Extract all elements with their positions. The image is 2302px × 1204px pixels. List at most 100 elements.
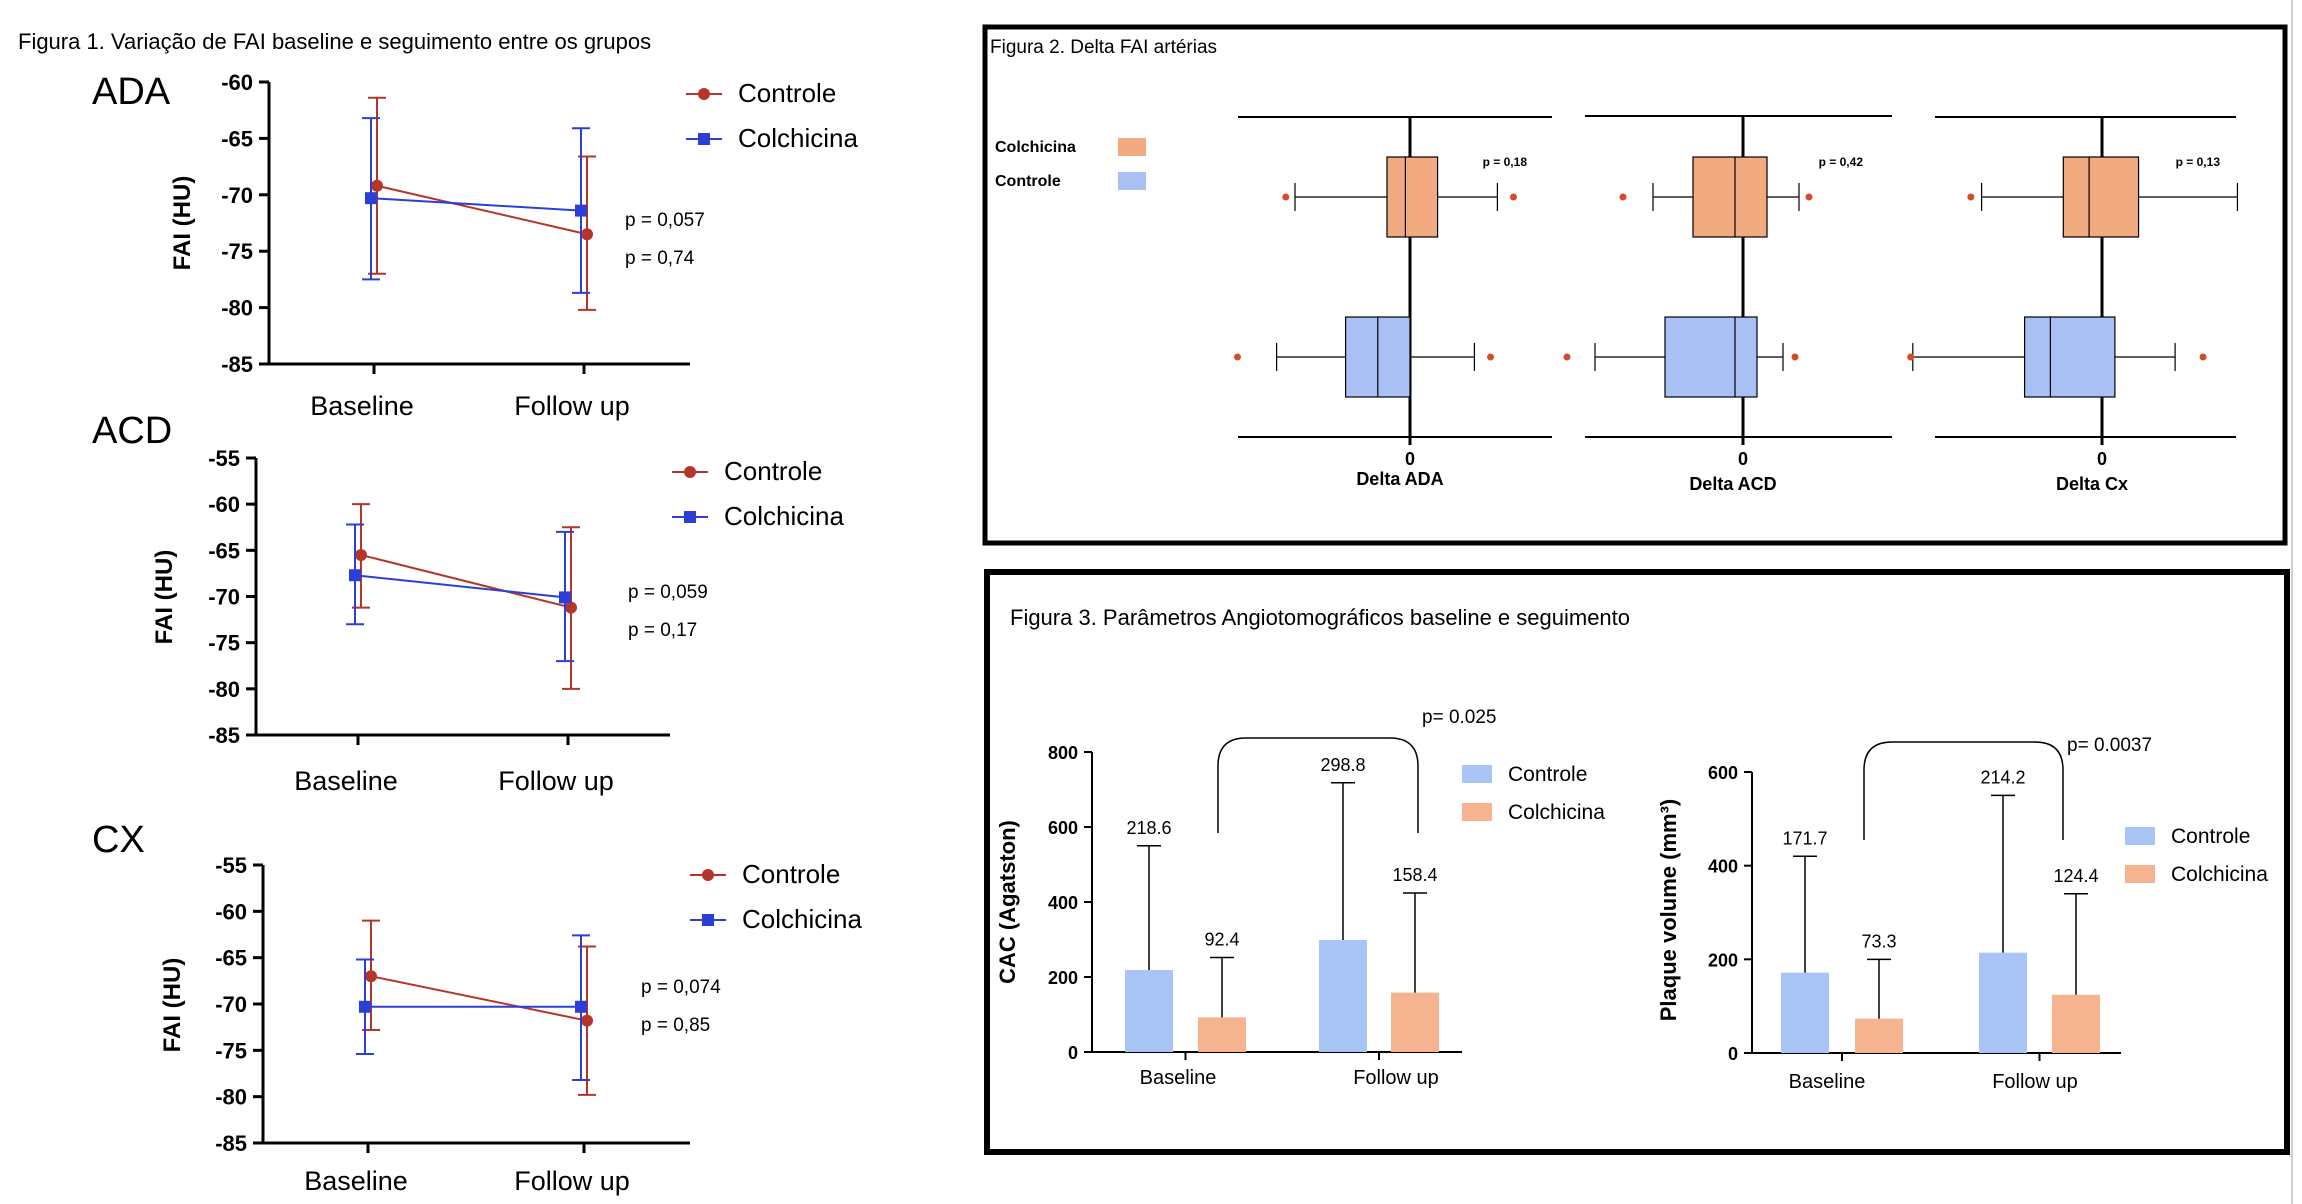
legend-colchicina-label: Colchicina — [995, 139, 1076, 156]
data-point-colchicina — [575, 1000, 587, 1013]
y-tick-label: -70 — [215, 992, 247, 1017]
bar-controle — [1319, 939, 1367, 1052]
outlier-point-controle — [1791, 353, 1799, 361]
x-tick-label: Follow up — [514, 1166, 630, 1196]
legend-colchicina: Colchicina — [995, 138, 1146, 156]
x-tick-label: Follow up — [498, 766, 614, 796]
y-tick-label: -85 — [215, 1131, 247, 1156]
y-tick-label: 200 — [1708, 950, 1738, 970]
zero-tick-label: 0 — [1738, 449, 1748, 469]
p-value-label: p = 0,074 — [641, 977, 721, 998]
legend-marker-colchicina — [698, 133, 710, 145]
legend-label-controle: Controle — [1508, 763, 1587, 786]
boxplot-delta-acd: 0 Delta ACD p = 0,42 — [1563, 115, 1892, 494]
y-tick-label: -80 — [221, 296, 253, 321]
data-point-colchicina — [575, 204, 587, 217]
barchart-cac: CAC (Agatston) 0 200 400 600 800 Baseline Follo… — [995, 707, 1605, 1089]
y-axis-label: CAC (Agatston) — [995, 820, 1020, 984]
x-tick-label: Baseline — [310, 391, 414, 421]
outlier-point-colchicina — [1510, 193, 1517, 201]
y-tick-label: -70 — [221, 183, 253, 208]
data-label: 218.6 — [1126, 818, 1171, 838]
outlier-point-colchicina — [1619, 193, 1627, 201]
figure3-frame — [984, 569, 2290, 1155]
data-point-colchicina — [559, 591, 571, 604]
legend-label-colchicina: Colchicina — [742, 904, 862, 934]
legend-swatch-colchicina — [2125, 865, 2155, 883]
panel-label-cx: CX — [92, 819, 145, 861]
legend-controle-swatch — [1118, 172, 1146, 190]
y-tick-label: -60 — [221, 70, 253, 95]
figure2-legend: Colchicina Controle — [995, 138, 1146, 190]
x-tick-label: Baseline — [1140, 1067, 1217, 1089]
y-tick-label: -65 — [215, 946, 247, 971]
legend-swatch-controle — [1462, 765, 1492, 783]
outlier-point-colchicina — [1282, 193, 1290, 201]
figure2-frame — [982, 24, 2288, 546]
p-value-label: p = 0,059 — [628, 582, 708, 603]
figure3-title: Figura 3. Parâmetros Angiotomográficos b… — [1010, 605, 1630, 630]
box-controle — [1664, 316, 1758, 398]
p-value-label: p = 0,17 — [628, 620, 697, 641]
figure2-title: Figura 2. Delta FAI artérias — [990, 37, 1217, 58]
box-colchicina — [1386, 156, 1439, 238]
zero-tick-label: 0 — [2097, 449, 2107, 469]
p-value-label: p = 0,057 — [625, 210, 705, 231]
p-value-label: p= 0.0037 — [2067, 735, 2152, 756]
p-value-label: p= 0.025 — [1422, 707, 1497, 728]
series-line-controle — [360, 553, 572, 609]
box-colchicina — [2062, 156, 2140, 238]
y-tick-label: 400 — [1048, 893, 1078, 913]
chart-acd: ACD FAI (HU) -55 -60 -65 -70 -75 -80 -85 Baseline… — [92, 410, 844, 796]
bar-colchicina — [1391, 992, 1439, 1052]
legend-marker-colchicina — [684, 511, 696, 523]
y-tick-label: -55 — [215, 853, 247, 878]
bar-controle — [1979, 952, 2027, 1053]
panel-label-acd: ACD — [92, 410, 172, 452]
data-point-controle — [355, 548, 367, 561]
legend-controle-label: Controle — [995, 173, 1061, 190]
panel-label-ada: ADA — [92, 71, 171, 113]
bar-controle — [1125, 970, 1173, 1052]
p-value-label: p = 0,85 — [641, 1015, 710, 1036]
legend-label-controle: Controle — [2171, 825, 2250, 848]
legend-marker-controle — [702, 869, 714, 881]
significance-bracket — [1863, 741, 2064, 840]
data-point-controle — [365, 970, 377, 983]
x-axis-label: Delta ADA — [1356, 469, 1443, 489]
y-tick-label: -75 — [221, 239, 253, 264]
figure1: Figura 1. Variação de FAI baseline e seg… — [18, 29, 862, 1196]
data-label: 214.2 — [1980, 767, 2025, 787]
figure2: Figura 2. Delta FAI artérias Colchicina … — [982, 24, 2288, 546]
data-point-colchicina — [349, 569, 361, 582]
significance-bracket — [1217, 737, 1419, 833]
y-tick-label: 600 — [1708, 763, 1738, 783]
data-label: 158.4 — [1392, 865, 1437, 885]
x-tick-label: Follow up — [514, 391, 630, 421]
outlier-point-controle — [1234, 353, 1241, 361]
bar-controle — [1781, 972, 1829, 1053]
box-controle — [2023, 316, 2116, 398]
data-label: 171.7 — [1782, 828, 1827, 848]
data-label: 73.3 — [1861, 931, 1896, 951]
data-label: 298.8 — [1320, 755, 1365, 775]
chart-cx: CX FAI (HU) -55 -60 -65 -70 -75 -80 -85 Baseline F… — [92, 819, 862, 1196]
outlier-point-colchicina — [1967, 193, 1975, 201]
y-tick-label: -60 — [208, 492, 240, 517]
legend-swatch-controle — [2125, 827, 2155, 845]
legend-controle: Controle — [995, 172, 1146, 190]
data-label: 124.4 — [2053, 866, 2098, 886]
boxplot-delta-cx: 0 Delta Cx p = 0,13 — [1907, 116, 2239, 494]
legend-label-colchicina: Colchicina — [738, 123, 858, 153]
outlier-point-controle — [1907, 353, 1915, 361]
y-tick-label: 0 — [1728, 1044, 1738, 1064]
p-value-label: p = 0,42 — [1819, 155, 1864, 169]
y-tick-label: -60 — [215, 899, 247, 924]
y-axis-label: Plaque volume (mm³) — [1656, 799, 1681, 1021]
figure3: Figura 3. Parâmetros Angiotomográficos b… — [984, 569, 2290, 1155]
chart-ada: ADA FAI (HU) -60 -65 -70 -75 -80 -85 Baseline Fol… — [92, 70, 858, 421]
outlier-point-controle — [2199, 353, 2207, 361]
data-point-colchicina — [365, 192, 377, 205]
data-point-controle — [565, 601, 577, 614]
y-tick-label: -85 — [208, 723, 240, 748]
